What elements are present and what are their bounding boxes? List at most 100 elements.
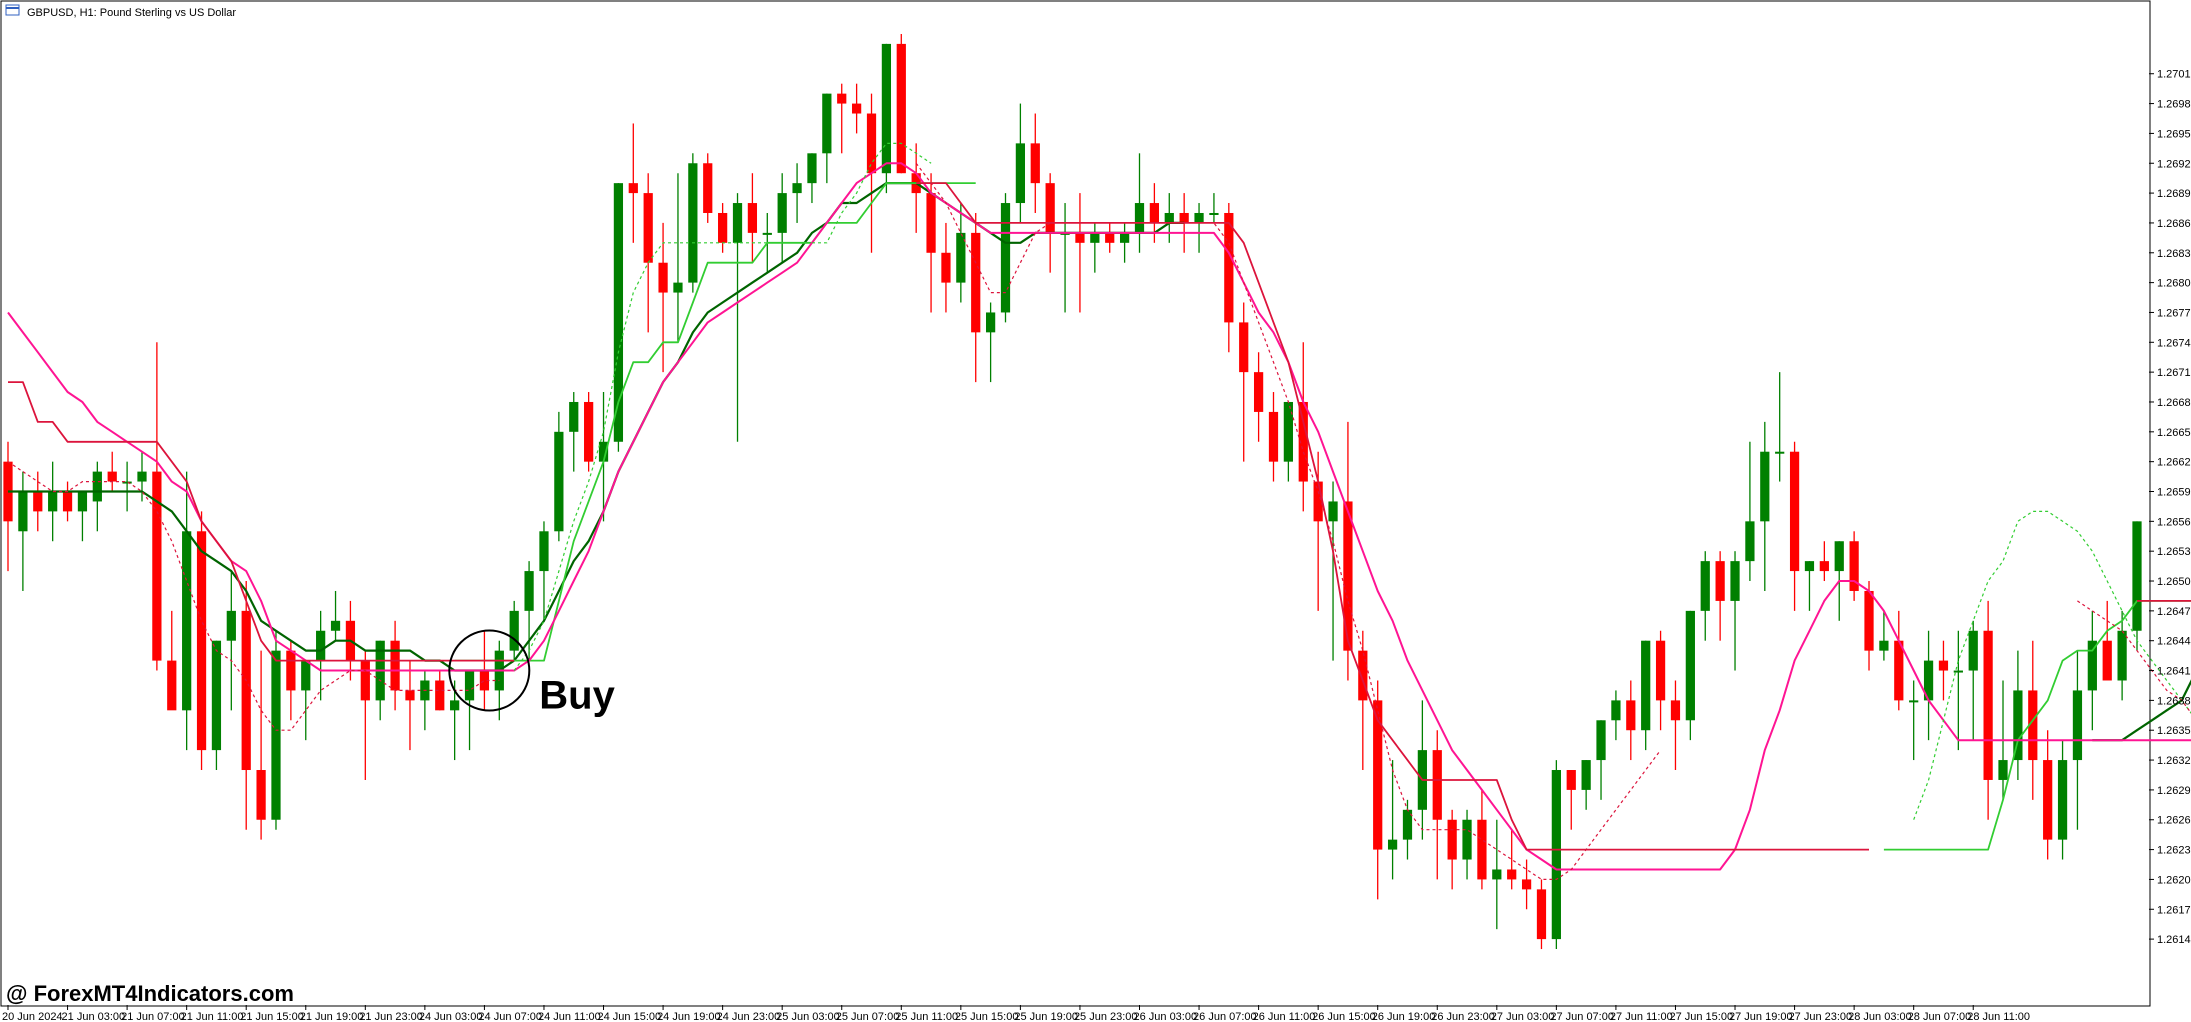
candle-body <box>405 690 415 701</box>
candle-body <box>1253 372 1264 412</box>
candle-body <box>152 471 162 661</box>
candle <box>524 561 534 661</box>
y-tick-label: 1.26950 <box>2157 128 2191 140</box>
x-tick-label: 24 Jun 19:00 <box>657 1011 721 1022</box>
candle-body <box>450 700 460 711</box>
x-tick-label: 21 Jun 07:00 <box>121 1011 185 1022</box>
candle-body <box>2087 640 2097 691</box>
x-tick-label: 27 Jun 03:00 <box>1491 1011 1555 1022</box>
candle <box>2043 730 2053 860</box>
candle-body <box>643 193 653 263</box>
buy-signal-circle <box>448 629 531 712</box>
candle-body <box>1477 819 1487 880</box>
candle <box>926 173 936 313</box>
y-tick-label: 1.26890 <box>2157 188 2191 200</box>
indicator-line-3 <box>7 162 2191 871</box>
candle-body <box>33 491 43 512</box>
candle-body <box>167 660 177 711</box>
candle <box>1090 222 1100 273</box>
candle <box>1789 441 1800 611</box>
x-tick-label: 21 Jun 11:00 <box>181 1011 244 1022</box>
candle-body <box>866 113 877 174</box>
candle <box>196 511 207 771</box>
x-tick-label: 25 Jun 19:00 <box>1014 1011 1078 1022</box>
candle-body <box>777 193 787 233</box>
candle <box>1194 203 1204 253</box>
candle-body <box>1596 720 1606 761</box>
x-tick-label: 26 Jun 03:00 <box>1133 1011 1197 1022</box>
candle-body <box>1641 640 1651 731</box>
indicator-line-4 <box>8 182 2191 851</box>
candle-body <box>1075 232 1085 243</box>
candle-body <box>286 650 296 691</box>
candle <box>1894 610 1904 711</box>
candle <box>1298 342 1308 512</box>
candle <box>1938 640 1949 701</box>
candle <box>1075 193 1085 313</box>
candle-body <box>2132 521 2142 631</box>
x-tick-label: 21 Jun 19:00 <box>300 1011 364 1022</box>
candle-body <box>1730 561 1740 601</box>
candle-body <box>1581 760 1591 790</box>
candle-body <box>941 252 951 283</box>
x-tick-label: 28 Jun 03:00 <box>1848 1011 1912 1022</box>
candle <box>1462 809 1472 880</box>
candle <box>1239 302 1249 462</box>
x-tick-label: 25 Jun 23:00 <box>1074 1011 1138 1022</box>
candle-body <box>1998 760 2008 780</box>
candle-body <box>837 93 847 104</box>
candle-body <box>2102 640 2112 681</box>
candle-body <box>1239 322 1249 373</box>
candle-body <box>1626 700 1636 731</box>
candle-body <box>48 491 58 512</box>
y-tick-label: 1.26170 <box>2157 904 2191 916</box>
candle-body <box>1894 640 1904 701</box>
y-tick-label: 1.26530 <box>2157 546 2191 558</box>
y-tick-label: 1.26800 <box>2157 278 2191 290</box>
candle-body <box>986 312 996 333</box>
candle <box>539 521 549 621</box>
candle <box>1760 421 1770 591</box>
y-tick-label: 1.26500 <box>2157 576 2191 588</box>
watermark-text: @ ForexMT4Indicators.com <box>6 981 294 1006</box>
candle <box>896 33 906 174</box>
candle <box>1864 581 1874 671</box>
candle-body <box>971 232 981 333</box>
candle <box>2013 650 2023 780</box>
candle <box>881 43 892 194</box>
x-tick-label: 26 Jun 23:00 <box>1431 1011 1495 1022</box>
candle <box>316 610 326 701</box>
candle <box>1536 879 1547 950</box>
x-tick-label: 21 Jun 23:00 <box>359 1011 423 1022</box>
candle-body <box>1804 561 1815 572</box>
candle-body <box>1179 212 1189 223</box>
candle-body <box>732 203 743 243</box>
x-tick-label: 27 Jun 19:00 <box>1729 1011 1793 1022</box>
candle <box>1685 610 1695 741</box>
candle <box>360 650 370 780</box>
candle <box>1283 401 1293 482</box>
candle-body <box>1373 700 1383 850</box>
candle-body <box>1402 809 1413 840</box>
candle-body <box>1611 700 1621 721</box>
candle <box>554 411 564 542</box>
candle <box>658 222 668 373</box>
y-tick-label: 1.26380 <box>2157 695 2191 707</box>
x-tick-label: 28 Jun 11:00 <box>1967 1011 2030 1022</box>
candle <box>673 173 683 343</box>
candle-body <box>479 670 490 691</box>
candle-body <box>1224 212 1234 323</box>
candle <box>732 193 743 442</box>
candle <box>241 581 251 830</box>
candle <box>971 212 981 383</box>
candle-body <box>330 620 341 631</box>
candle <box>1953 630 1963 751</box>
candle <box>1551 760 1561 950</box>
candle-body <box>2043 760 2053 840</box>
candle-body <box>1566 770 1576 790</box>
candle <box>837 83 847 154</box>
x-tick-label: 26 Jun 07:00 <box>1193 1011 1257 1022</box>
candle <box>1164 193 1174 243</box>
candle-body <box>1834 541 1844 572</box>
y-tick-label: 1.26140 <box>2157 934 2191 946</box>
